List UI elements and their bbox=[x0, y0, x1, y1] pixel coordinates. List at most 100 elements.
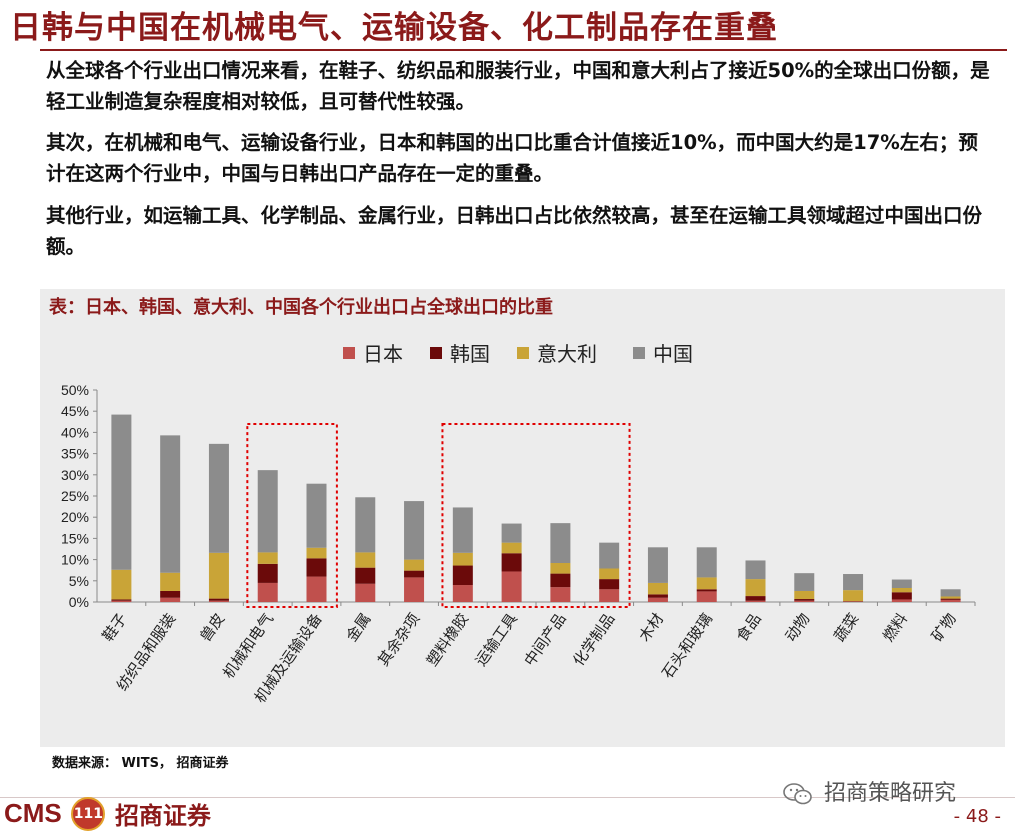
bar-segment-日本 bbox=[940, 599, 961, 602]
bar-segment-中国 bbox=[208, 443, 229, 553]
bar-segment-日本 bbox=[160, 597, 181, 602]
paragraph-2: 其次，在机械和电气、运输设备行业，日本和韩国的出口比重合计值接近10%，而中国大… bbox=[46, 131, 978, 185]
x-tick-label: 中间产品 bbox=[520, 610, 569, 669]
bar-segment-中国 bbox=[745, 560, 766, 580]
y-tick-label: 20% bbox=[61, 509, 89, 525]
y-tick-label: 25% bbox=[61, 488, 89, 504]
y-tick-label: 50% bbox=[61, 382, 89, 398]
page-title: 日韩与中国在机械电气、运输设备、化工制品存在重叠 bbox=[10, 10, 778, 46]
bar-segment-中国 bbox=[843, 574, 864, 591]
bar-segment-日本 bbox=[501, 571, 522, 602]
bar-segment-意大利 bbox=[404, 559, 425, 571]
bar-segment-韩国 bbox=[599, 579, 620, 590]
y-tick-label: 40% bbox=[61, 424, 89, 440]
bar-segment-韩国 bbox=[111, 599, 132, 601]
x-tick-label: 运输工具 bbox=[472, 610, 521, 669]
bar-segment-韩国 bbox=[696, 589, 717, 592]
bar-segment-中国 bbox=[696, 547, 717, 578]
bar-segment-韩国 bbox=[160, 590, 181, 598]
bar-segment-中国 bbox=[599, 542, 620, 569]
bar-segment-中国 bbox=[355, 497, 376, 553]
bar-segment-日本 bbox=[647, 597, 668, 602]
bar-segment-日本 bbox=[891, 599, 912, 602]
chart-panel bbox=[40, 289, 1005, 747]
bar-segment-韩国 bbox=[208, 598, 229, 601]
x-tick-label: 食品 bbox=[733, 610, 765, 645]
x-tick-label: 燃料 bbox=[879, 610, 911, 645]
bar-segment-意大利 bbox=[647, 582, 668, 595]
bar-segment-日本 bbox=[794, 600, 815, 602]
legend-swatch-日本 bbox=[343, 347, 355, 359]
legend-label-中国: 中国 bbox=[653, 342, 693, 366]
bar-segment-韩国 bbox=[550, 573, 571, 588]
logo-badge-icon: 111 bbox=[71, 796, 106, 831]
legend-label-日本: 日本 bbox=[363, 342, 403, 366]
wechat-account-name: 招商策略研究 bbox=[824, 781, 957, 806]
highlight-box bbox=[441, 423, 631, 608]
bar-segment-日本 bbox=[696, 591, 717, 602]
bar-segment-意大利 bbox=[306, 547, 327, 559]
bar-segment-意大利 bbox=[208, 552, 229, 599]
logo-cms-text: CMS bbox=[4, 798, 62, 828]
bar-segment-日本 bbox=[306, 576, 327, 602]
page-number: - 48 - bbox=[953, 806, 1001, 827]
bar-segment-意大利 bbox=[355, 552, 376, 568]
bar-segment-意大利 bbox=[257, 552, 278, 564]
bar-segment-意大利 bbox=[891, 588, 912, 593]
bar-segment-意大利 bbox=[940, 596, 961, 599]
x-tick-label: 鞋子 bbox=[99, 610, 131, 645]
bar-segment-日本 bbox=[355, 583, 376, 602]
bar-segment-日本 bbox=[452, 585, 473, 602]
y-tick-label: 35% bbox=[61, 446, 89, 462]
x-tick-label: 金属 bbox=[343, 610, 375, 645]
bar-segment-韩国 bbox=[257, 563, 278, 583]
data-source: 数据来源： WITS， 招商证券 bbox=[52, 756, 229, 771]
footer-divider bbox=[0, 797, 1015, 798]
bar-segment-中国 bbox=[550, 523, 571, 563]
legend-label-意大利: 意大利 bbox=[537, 342, 597, 366]
legend-swatch-韩国 bbox=[430, 347, 442, 359]
bar-segment-日本 bbox=[745, 600, 766, 602]
bar-segment-日本 bbox=[599, 589, 620, 602]
bar-segment-中国 bbox=[891, 579, 912, 589]
title-divider bbox=[40, 49, 1007, 51]
legend-swatch-意大利 bbox=[517, 347, 529, 359]
x-tick-label: 化学制品 bbox=[569, 610, 618, 669]
bar-segment-中国 bbox=[647, 547, 668, 583]
x-tick-label: 塑料橡胶 bbox=[423, 610, 472, 669]
bar-segment-韩国 bbox=[452, 565, 473, 586]
x-tick-label: 兽皮 bbox=[196, 610, 228, 645]
y-tick-label: 45% bbox=[61, 403, 89, 419]
x-tick-label: 矿物 bbox=[928, 610, 960, 645]
bar-segment-中国 bbox=[257, 470, 278, 553]
legend-swatch-中国 bbox=[633, 347, 645, 359]
bar-segment-意大利 bbox=[696, 577, 717, 590]
bar-segment-韩国 bbox=[647, 594, 668, 598]
bar-segment-中国 bbox=[794, 573, 815, 591]
highlight-box bbox=[246, 423, 338, 608]
bar-segment-意大利 bbox=[111, 569, 132, 600]
bar-segment-韩国 bbox=[794, 599, 815, 601]
bar-segment-意大利 bbox=[599, 568, 620, 580]
bar-segment-中国 bbox=[404, 501, 425, 560]
bar-segment-日本 bbox=[404, 577, 425, 602]
bar-segment-日本 bbox=[550, 587, 571, 602]
x-tick-label: 蔬菜 bbox=[830, 610, 862, 645]
wechat-account: 招商策略研究 bbox=[783, 775, 956, 807]
cms-logo: CMS 111 招商证券 bbox=[4, 796, 211, 831]
bar-segment-日本 bbox=[257, 582, 278, 602]
bar-segment-意大利 bbox=[550, 562, 571, 574]
legend-label-韩国: 韩国 bbox=[450, 342, 490, 366]
bar-segment-韩国 bbox=[404, 570, 425, 578]
bar-segment-韩国 bbox=[501, 553, 522, 572]
bar-segment-中国 bbox=[160, 435, 181, 573]
bar-segment-韩国 bbox=[940, 598, 961, 600]
y-tick-label: 0% bbox=[69, 594, 89, 610]
paragraph-3: 其他行业，如运输工具、化学制品、金属行业，日韩出口占比依然较高，甚至在运输工具领… bbox=[46, 204, 983, 258]
bar-segment-意大利 bbox=[745, 579, 766, 597]
logo-company-name: 招商证券 bbox=[114, 802, 211, 830]
bar-segment-意大利 bbox=[160, 572, 181, 591]
bar-segment-韩国 bbox=[745, 596, 766, 601]
bar-segment-中国 bbox=[452, 507, 473, 553]
